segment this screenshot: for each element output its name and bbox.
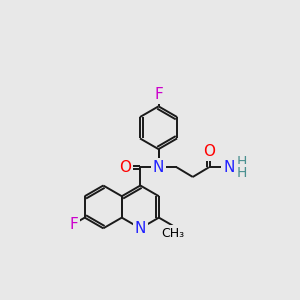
Text: H: H: [237, 155, 247, 169]
Text: N: N: [135, 221, 146, 236]
Text: N: N: [223, 160, 234, 175]
Text: H: H: [237, 166, 247, 180]
Text: CH₃: CH₃: [161, 227, 184, 240]
Text: O: O: [203, 144, 215, 159]
Text: F: F: [154, 87, 163, 102]
Text: O: O: [119, 160, 131, 175]
Text: F: F: [69, 217, 78, 232]
Text: N: N: [153, 160, 164, 175]
